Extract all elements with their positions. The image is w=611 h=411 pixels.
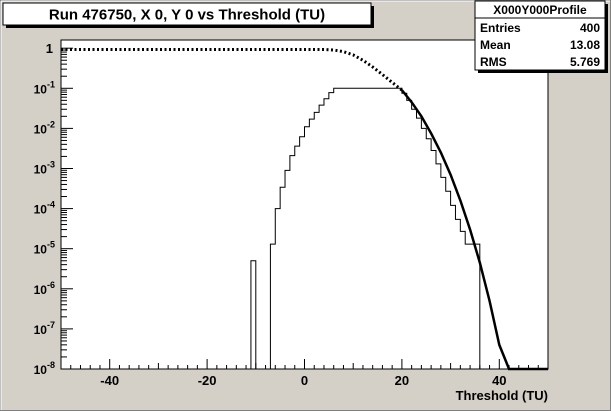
y-tick-label-base: 10 bbox=[34, 82, 48, 96]
y-tick-label-base: 10 bbox=[34, 122, 48, 136]
chart-title-box: Run 476750, X 0, Y 0 vs Threshold (TU) bbox=[2, 2, 374, 28]
y-tick-label-exp: -4 bbox=[47, 200, 55, 210]
y-tick-label-base: 10 bbox=[34, 203, 48, 217]
x-tick-label: -40 bbox=[100, 373, 119, 388]
x-tick-label: -20 bbox=[198, 373, 217, 388]
histogram-outline bbox=[250, 260, 257, 369]
x-tick-label: 40 bbox=[492, 373, 506, 388]
stats-value-rms: 5.769 bbox=[570, 55, 600, 69]
chart-title: Run 476750, X 0, Y 0 vs Threshold (TU) bbox=[49, 7, 325, 24]
y-tick-label: 10-3 bbox=[34, 159, 55, 176]
stats-box-background bbox=[474, 0, 606, 71]
y-tick-label: 10-2 bbox=[34, 119, 55, 136]
plot-frame bbox=[60, 39, 549, 370]
solid-curve bbox=[400, 89, 548, 371]
y-tick-label: 10-1 bbox=[34, 79, 55, 96]
plot-area bbox=[60, 39, 549, 370]
x-axis: -40 -20 0 20 40 bbox=[60, 359, 549, 388]
y-tick-label-base: 10 bbox=[34, 243, 48, 257]
y-tick-label-bottom: 10-8 bbox=[34, 360, 55, 377]
x-tick-label: 20 bbox=[395, 373, 409, 388]
y-tick-label: 10-7 bbox=[34, 320, 55, 337]
y-tick-label-base: 10 bbox=[34, 283, 48, 297]
stats-box: X000Y000Profile Entries 400 Mean 13.08 R… bbox=[474, 0, 608, 73]
y-tick-label: 10-5 bbox=[34, 240, 55, 257]
x-axis-label: Threshold (TU) bbox=[456, 388, 548, 403]
y-tick-label-exp: -2 bbox=[47, 119, 55, 129]
stats-label-mean: Mean bbox=[480, 38, 511, 52]
y-tick-label-exp: -6 bbox=[47, 280, 55, 290]
y-tick-label-base: 10 bbox=[34, 323, 48, 337]
title-background bbox=[2, 2, 372, 26]
y-tick-label-exp: -1 bbox=[47, 79, 55, 89]
stats-box-title: X000Y000Profile bbox=[493, 3, 587, 17]
y-tick-label-base: 10 bbox=[34, 162, 48, 176]
y-tick-label: 10-6 bbox=[34, 280, 55, 297]
stats-label-entries: Entries bbox=[480, 21, 521, 35]
series-layer bbox=[61, 47, 548, 371]
y-tick-label: 1 bbox=[46, 41, 53, 56]
y-tick-label-exp: -7 bbox=[47, 320, 55, 330]
dotted-curve bbox=[61, 47, 403, 92]
stats-value-entries: 400 bbox=[580, 21, 600, 35]
stats-value-mean: 13.08 bbox=[570, 38, 600, 52]
y-tick-label-exp: -5 bbox=[47, 240, 55, 250]
y-tick-label-bottom-base: 10 bbox=[34, 363, 48, 377]
stats-label-rms: RMS bbox=[480, 55, 507, 69]
y-tick-label-bottom-exp: -8 bbox=[47, 360, 55, 370]
y-tick-label: 10-4 bbox=[34, 200, 55, 217]
x-tick-label: 0 bbox=[301, 373, 308, 388]
y-tick-label-exp: -3 bbox=[47, 159, 55, 169]
